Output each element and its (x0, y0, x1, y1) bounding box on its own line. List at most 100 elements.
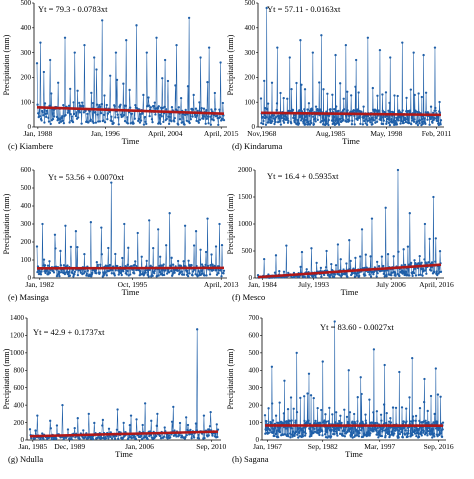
data-point (304, 88, 306, 90)
data-point (428, 427, 430, 429)
data-point (335, 430, 337, 432)
data-point (71, 115, 73, 117)
data-point (323, 119, 325, 121)
data-point (156, 413, 158, 415)
data-point (296, 411, 298, 413)
data-point (435, 237, 437, 239)
data-point (407, 430, 409, 432)
data-point (386, 412, 388, 414)
data-point (69, 88, 71, 90)
data-point (141, 256, 143, 258)
data-point (61, 404, 63, 406)
data-point (317, 407, 319, 409)
data-point (410, 123, 412, 125)
data-point (187, 424, 189, 426)
data-point (315, 120, 317, 122)
data-point (209, 264, 211, 266)
data-point (140, 435, 142, 437)
data-point (398, 119, 400, 121)
data-point (334, 421, 336, 423)
data-point (440, 119, 442, 121)
data-point (325, 421, 327, 423)
data-point (350, 427, 352, 429)
data-point (274, 121, 276, 123)
data-point (333, 108, 335, 110)
data-point (214, 92, 216, 94)
data-point (146, 51, 148, 53)
data-point (68, 121, 70, 123)
data-point (368, 399, 370, 401)
data-point (398, 436, 400, 438)
data-point (305, 432, 307, 434)
data-point (39, 42, 41, 44)
data-point (357, 91, 359, 93)
data-point (262, 120, 264, 122)
data-point (210, 108, 212, 110)
data-point (194, 114, 196, 116)
y-tick-label: 500 (249, 349, 260, 357)
data-point (315, 276, 317, 278)
data-point (117, 116, 119, 118)
data-point (61, 115, 63, 117)
data-point (428, 124, 430, 126)
data-point (52, 118, 54, 120)
data-point (118, 123, 120, 125)
data-point (311, 109, 313, 111)
data-point (104, 271, 106, 273)
data-point (29, 428, 31, 430)
data-point (67, 271, 69, 273)
data-point (269, 429, 271, 431)
data-point (392, 406, 394, 408)
data-point (109, 264, 111, 266)
data-point (326, 120, 328, 122)
data-point (211, 263, 213, 265)
data-point (312, 116, 314, 118)
data-point (110, 116, 112, 118)
data-point (93, 422, 95, 424)
data-point (301, 429, 303, 431)
series-line (261, 8, 441, 125)
data-point (164, 59, 166, 61)
data-point (405, 271, 407, 273)
data-point (199, 119, 201, 121)
data-point (394, 271, 396, 273)
data-point (147, 96, 149, 98)
data-point (424, 269, 426, 271)
data-point (68, 105, 70, 107)
data-point (378, 109, 380, 111)
data-point (36, 62, 38, 64)
data-point (419, 407, 421, 409)
data-point (218, 223, 220, 225)
data-point (187, 85, 189, 87)
data-point (161, 115, 163, 117)
data-point (433, 435, 435, 437)
data-point (82, 429, 84, 431)
data-point (334, 273, 336, 275)
data-point (198, 271, 200, 273)
data-point (399, 433, 401, 435)
data-point (423, 401, 425, 403)
data-point (359, 123, 361, 125)
data-point (321, 120, 323, 122)
data-point (281, 117, 283, 119)
data-point (211, 434, 213, 436)
data-point (36, 245, 38, 247)
data-point (146, 438, 148, 440)
data-point (414, 262, 416, 264)
data-point (42, 438, 44, 440)
data-point (36, 414, 38, 416)
data-point (395, 407, 397, 409)
y-tick-label: 800 (14, 366, 25, 374)
data-point (207, 122, 209, 124)
data-point (262, 116, 264, 118)
data-point (266, 108, 268, 110)
data-point (102, 419, 104, 421)
data-point (366, 124, 368, 126)
data-point (271, 366, 273, 368)
data-point (346, 91, 348, 93)
data-point (296, 434, 298, 436)
data-point (142, 94, 144, 96)
data-point (150, 420, 152, 422)
